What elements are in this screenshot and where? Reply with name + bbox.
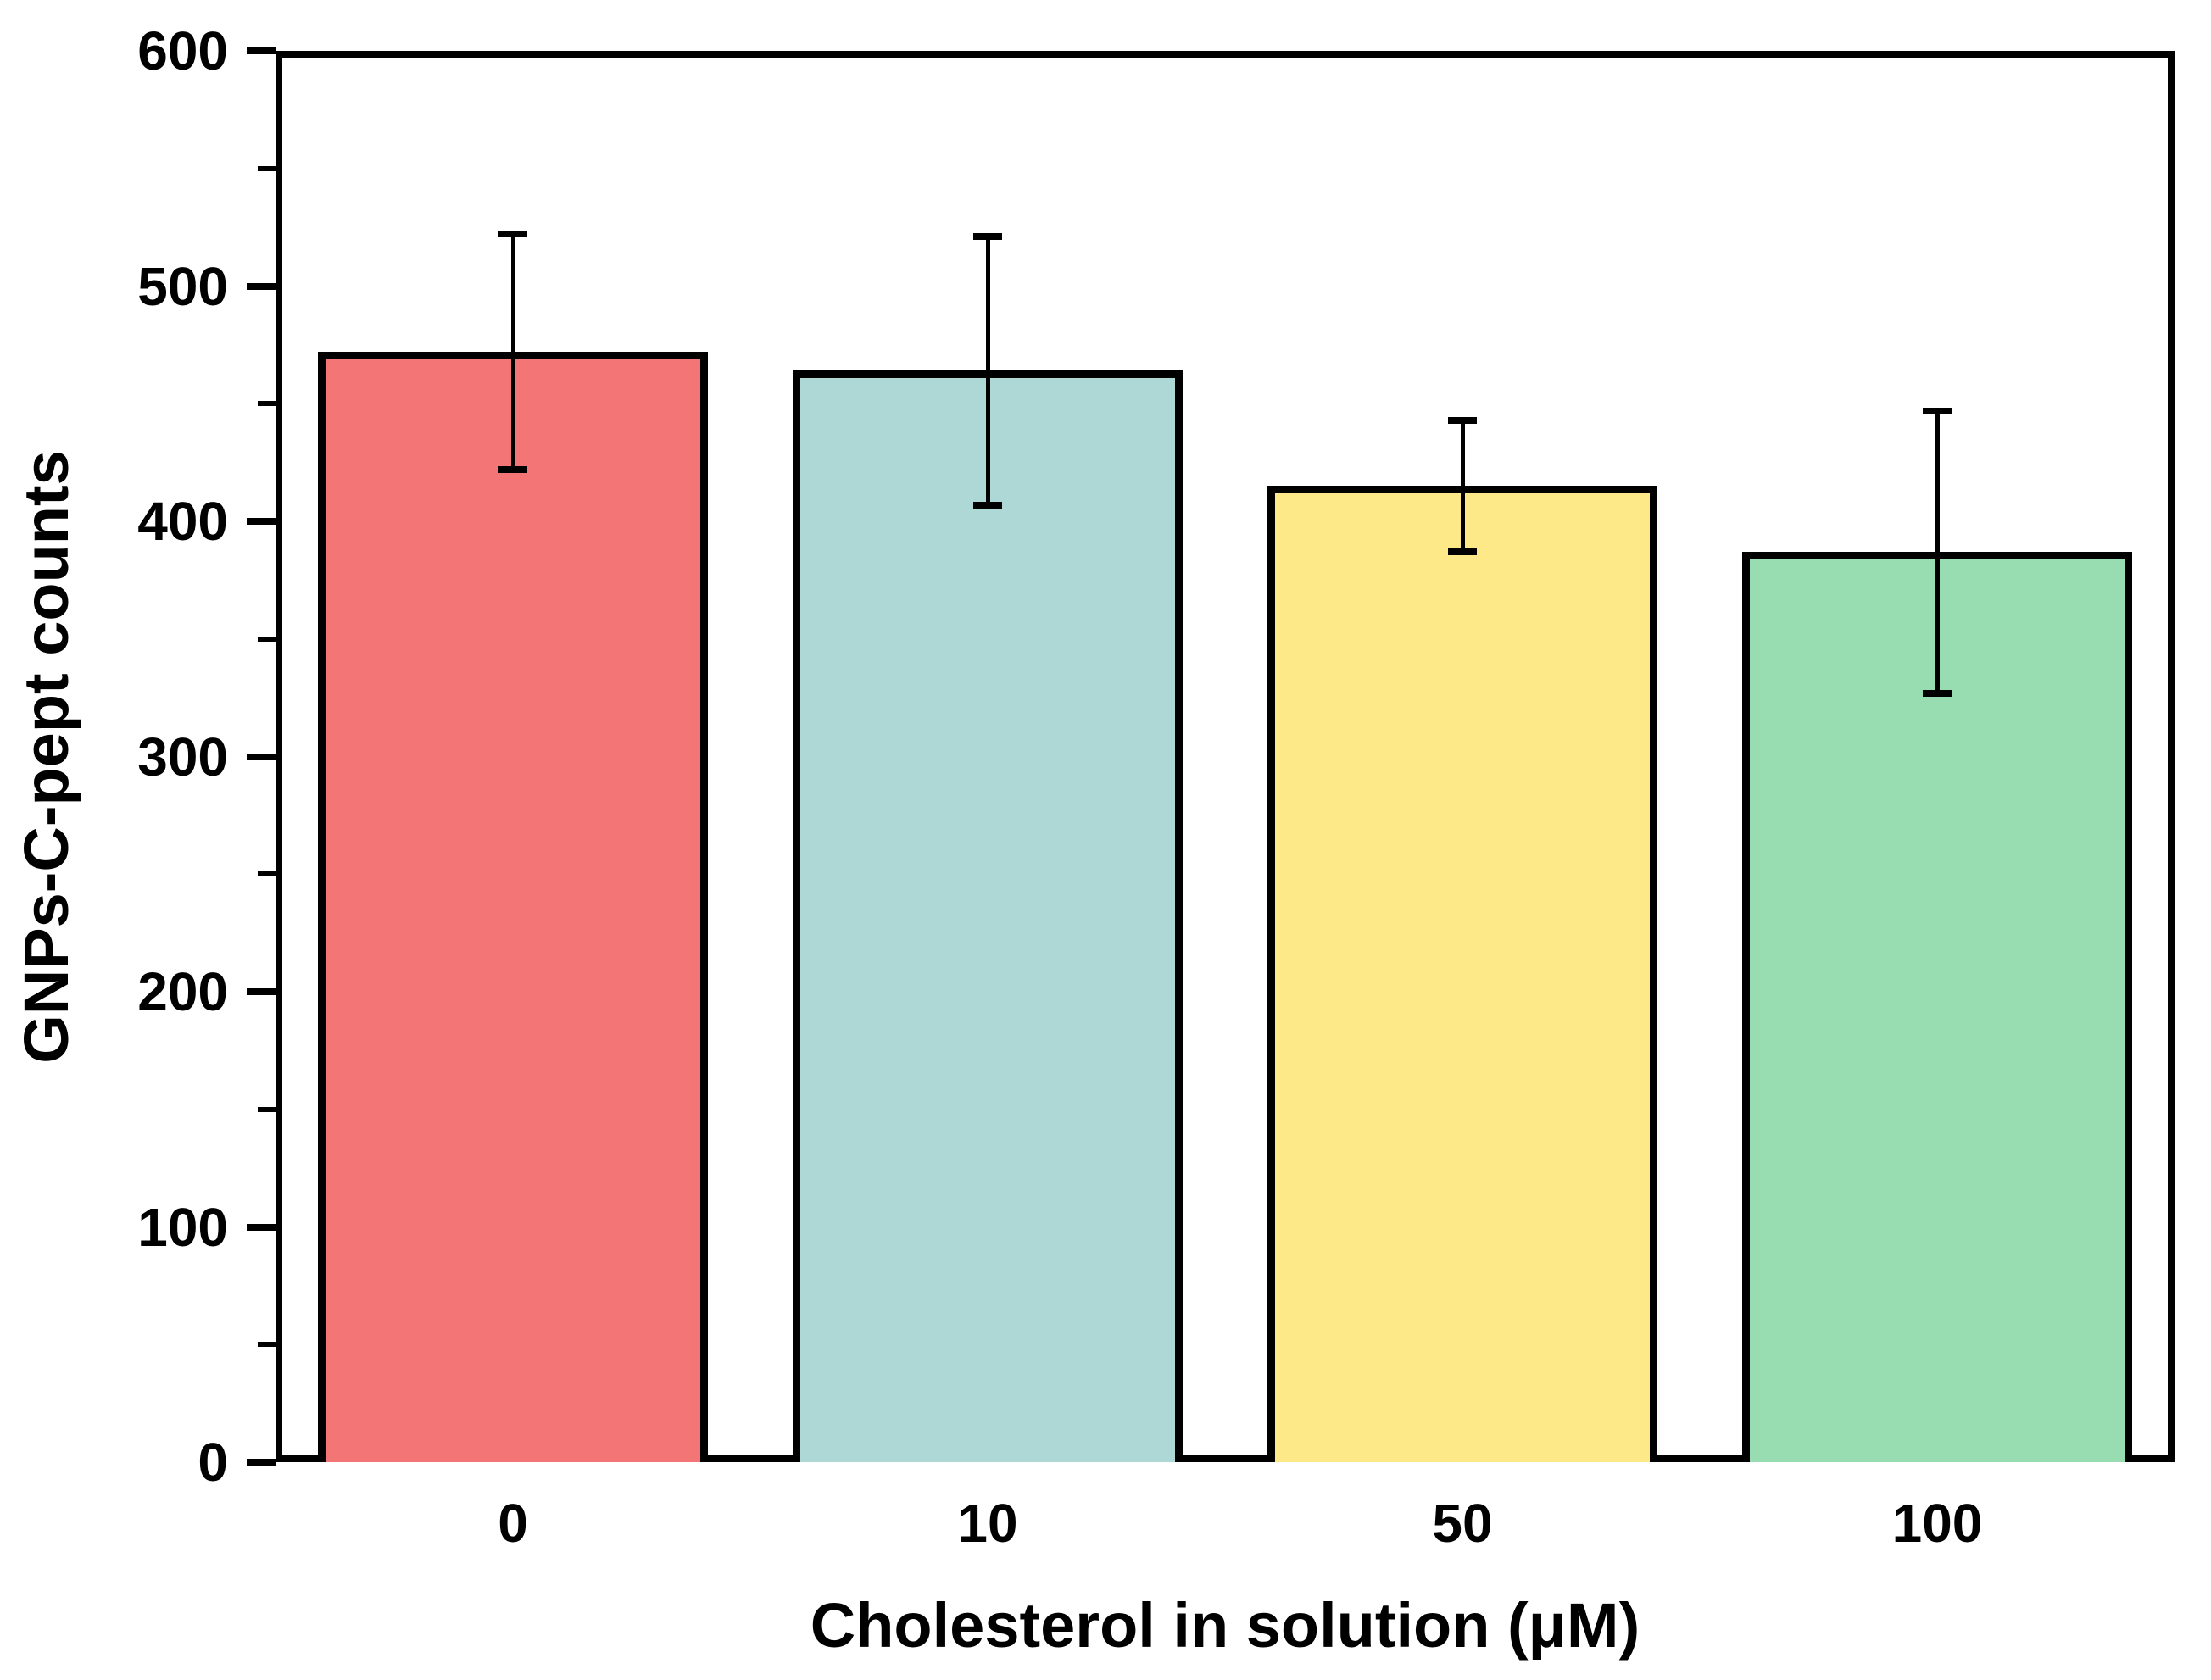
y-major-tick: [247, 1459, 276, 1466]
error-bar-cap-bottom: [498, 465, 527, 473]
x-axis-title: Cholesterol in solution (μM): [810, 1590, 1640, 1661]
x-tick-label: 100: [1891, 1493, 1983, 1554]
y-minor-tick: [258, 1342, 276, 1348]
y-major-tick: [247, 1223, 276, 1231]
error-bar-stem: [1460, 420, 1465, 553]
y-minor-tick: [258, 871, 276, 877]
chart-bar: [793, 370, 1183, 1462]
error-bar-cap-bottom: [1448, 548, 1477, 556]
y-minor-tick: [258, 165, 276, 171]
y-major-tick: [247, 282, 276, 290]
y-tick-label: 600: [137, 20, 228, 81]
y-major-tick: [247, 988, 276, 995]
y-axis-title: GNPs-C-pept counts: [11, 449, 81, 1064]
y-major-tick: [247, 518, 276, 525]
y-minor-tick: [258, 636, 276, 642]
y-tick-label: 200: [137, 961, 228, 1022]
x-tick-label: 10: [957, 1493, 1018, 1554]
y-tick-label: 400: [137, 491, 228, 552]
error-bar-stem: [985, 236, 990, 505]
x-tick-label: 0: [498, 1493, 528, 1554]
y-tick-label: 300: [137, 726, 228, 787]
y-tick-label: 500: [137, 255, 228, 317]
chart-bar: [1267, 486, 1657, 1462]
error-bar-cap-bottom: [973, 501, 1002, 509]
error-bar-stem: [1935, 410, 1940, 693]
error-bar-cap-top: [973, 233, 1002, 241]
y-major-tick: [247, 47, 276, 54]
x-tick-label: 50: [1432, 1493, 1493, 1554]
error-bar-cap-top: [1923, 407, 1952, 414]
chart-bar: [1742, 552, 2132, 1462]
y-tick-label: 0: [198, 1432, 228, 1493]
y-major-tick: [247, 753, 276, 760]
chart-bar: [318, 352, 708, 1462]
plot-area-frame: [276, 51, 2175, 1462]
error-bar-cap-bottom: [1923, 689, 1952, 697]
error-bar-stem: [510, 234, 515, 470]
error-bar-cap-top: [1448, 416, 1477, 424]
y-minor-tick: [258, 1106, 276, 1112]
error-bar-cap-top: [498, 231, 527, 238]
y-minor-tick: [258, 401, 276, 407]
y-tick-label: 100: [137, 1196, 228, 1258]
